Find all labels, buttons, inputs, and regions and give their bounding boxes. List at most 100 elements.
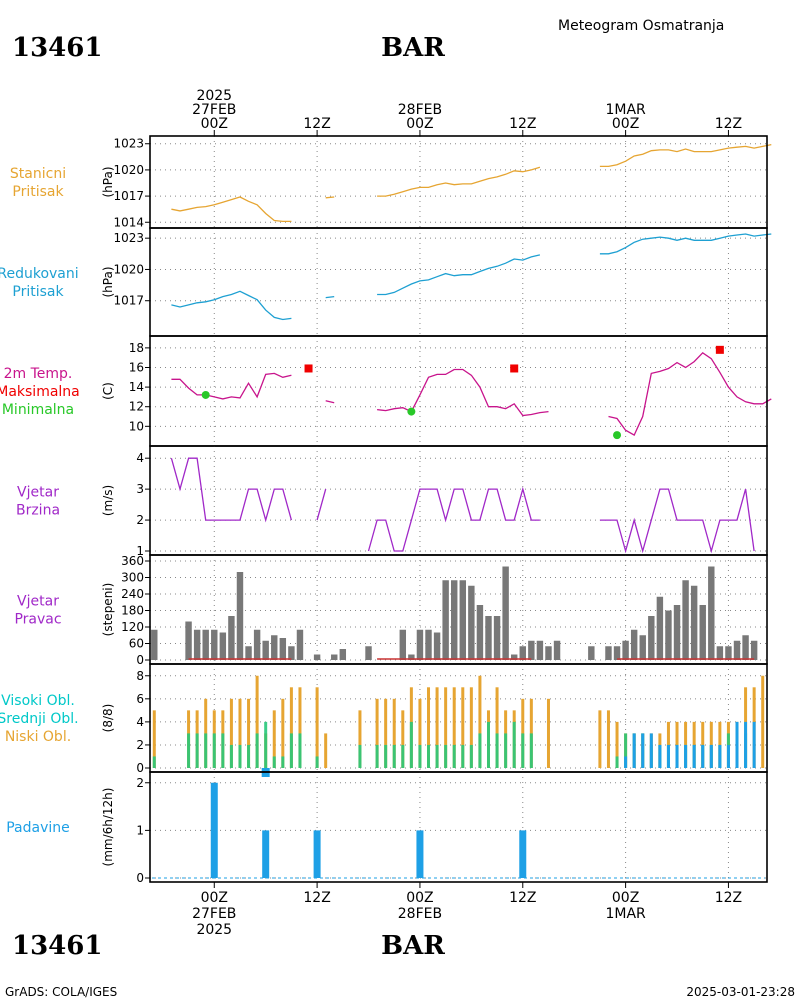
y-tick-label: 6 <box>136 692 144 706</box>
time-label-top: 12Z <box>303 116 330 132</box>
series-line <box>377 254 541 296</box>
time-label-top: 00Z <box>612 116 639 132</box>
wind-direction-bar <box>451 580 458 660</box>
low-cloud-bar <box>315 687 319 768</box>
y-axis-label: (mm/6h/12h) <box>101 788 115 867</box>
y-axis-label: (hPa) <box>101 166 115 197</box>
wind-direction-bar <box>682 580 689 660</box>
min-temp-marker <box>201 390 210 399</box>
high-cloud-bar <box>709 744 713 768</box>
max-temp-marker <box>304 364 313 373</box>
panel-label: Stanicni <box>10 166 66 182</box>
y-tick-label: 1023 <box>113 137 144 151</box>
wind-direction-bar <box>399 629 407 660</box>
wind-direction-bar <box>699 605 706 660</box>
high-cloud-bar <box>684 744 688 768</box>
mid-cloud-bar <box>281 756 285 768</box>
high-cloud-bar <box>624 756 628 768</box>
y-tick-label: 240 <box>121 587 144 601</box>
low-cloud-bar <box>461 687 465 768</box>
series-line <box>367 486 540 552</box>
wind-direction-bar <box>151 629 158 660</box>
y-tick-label: 1020 <box>113 163 144 177</box>
min-temp-marker <box>613 431 622 440</box>
series-line <box>325 196 335 199</box>
precip-bar <box>416 830 424 878</box>
mid-cloud-bar <box>247 744 251 768</box>
wind-direction-bar <box>528 640 535 660</box>
max-temp-marker <box>510 364 519 373</box>
wind-direction-bar <box>545 646 552 660</box>
wind-direction-bar <box>245 646 252 660</box>
low-cloud-bar <box>152 710 156 768</box>
time-label-bottom: 27FEB <box>192 906 236 922</box>
y-tick-label: 3 <box>136 482 144 496</box>
wind-direction-bar <box>648 616 655 660</box>
wind-direction-bar <box>476 605 484 660</box>
high-cloud-bar <box>718 744 722 768</box>
mid-cloud-bar <box>427 744 431 768</box>
y-tick-label: 10 <box>129 419 144 433</box>
wind-direction-bar <box>733 640 741 660</box>
wind-direction-bar <box>339 649 347 660</box>
y-tick-label: 360 <box>121 554 144 568</box>
wind-direction-bar <box>211 629 218 660</box>
high-cloud-bar <box>658 744 662 768</box>
high-cloud-bar <box>649 733 653 768</box>
wind-direction-bar <box>459 580 466 660</box>
high-cloud-bar <box>692 744 696 768</box>
y-tick-label: 1 <box>136 823 144 837</box>
wind-direction-bar <box>425 629 432 660</box>
series-line <box>316 488 327 521</box>
mid-cloud-bar <box>358 744 362 768</box>
low-cloud-bar <box>444 687 448 768</box>
y-tick-label: 0 <box>136 761 144 775</box>
time-label-bottom: 00Z <box>612 890 639 906</box>
mid-cloud-bar <box>255 733 259 768</box>
footer-credits: GrADS: COLA/IGES <box>5 985 117 999</box>
mid-cloud-bar <box>444 744 448 768</box>
panel-label: Redukovani <box>0 266 79 282</box>
wind-direction-bar <box>639 635 646 660</box>
wind-direction-bar <box>442 580 449 660</box>
mid-cloud-bar <box>238 744 242 768</box>
low-cloud-bar <box>238 698 242 768</box>
wind-direction-bar <box>262 640 269 660</box>
low-cloud-bar <box>272 710 276 768</box>
panel-label: 2m Temp. <box>4 366 73 382</box>
panel-label: Brzina <box>16 503 60 519</box>
wind-direction-bar <box>271 635 278 660</box>
y-tick-label: 2 <box>136 776 144 790</box>
wind-direction-bar <box>536 640 544 660</box>
panel-label: Pritisak <box>12 284 64 300</box>
y-tick-label: 8 <box>136 669 144 683</box>
time-label-top: 12Z <box>715 116 742 132</box>
time-label-top: 1MAR <box>605 102 646 118</box>
mid-cloud-bar <box>298 733 302 768</box>
panel-frame <box>149 663 768 773</box>
y-tick-label: 2 <box>136 513 144 527</box>
mid-cloud-bar <box>212 733 216 768</box>
y-tick-label: 1023 <box>113 231 144 245</box>
high-cloud-bar <box>726 744 730 768</box>
series-line <box>377 166 541 197</box>
series-line <box>599 143 772 168</box>
wind-direction-bar <box>193 629 201 660</box>
wind-direction-bar <box>613 646 621 660</box>
mid-cloud-bar <box>495 733 499 768</box>
wind-direction-bar <box>433 632 441 660</box>
wind-direction-bar <box>716 646 724 660</box>
mid-cloud-bar <box>452 744 456 768</box>
wind-direction-bar <box>185 621 192 660</box>
wind-direction-bar <box>665 610 672 660</box>
time-label-bottom: 12Z <box>303 890 330 906</box>
wind-direction-bar <box>690 585 698 660</box>
time-label-top: 12Z <box>509 116 536 132</box>
y-tick-label: 2 <box>136 738 144 752</box>
low-cloud-bar <box>324 733 328 768</box>
precip-bar <box>262 830 270 878</box>
mid-cloud-bar <box>272 756 276 768</box>
series-line <box>608 351 772 437</box>
mid-cloud-bar <box>615 756 619 768</box>
mid-cloud-bar <box>529 733 533 768</box>
